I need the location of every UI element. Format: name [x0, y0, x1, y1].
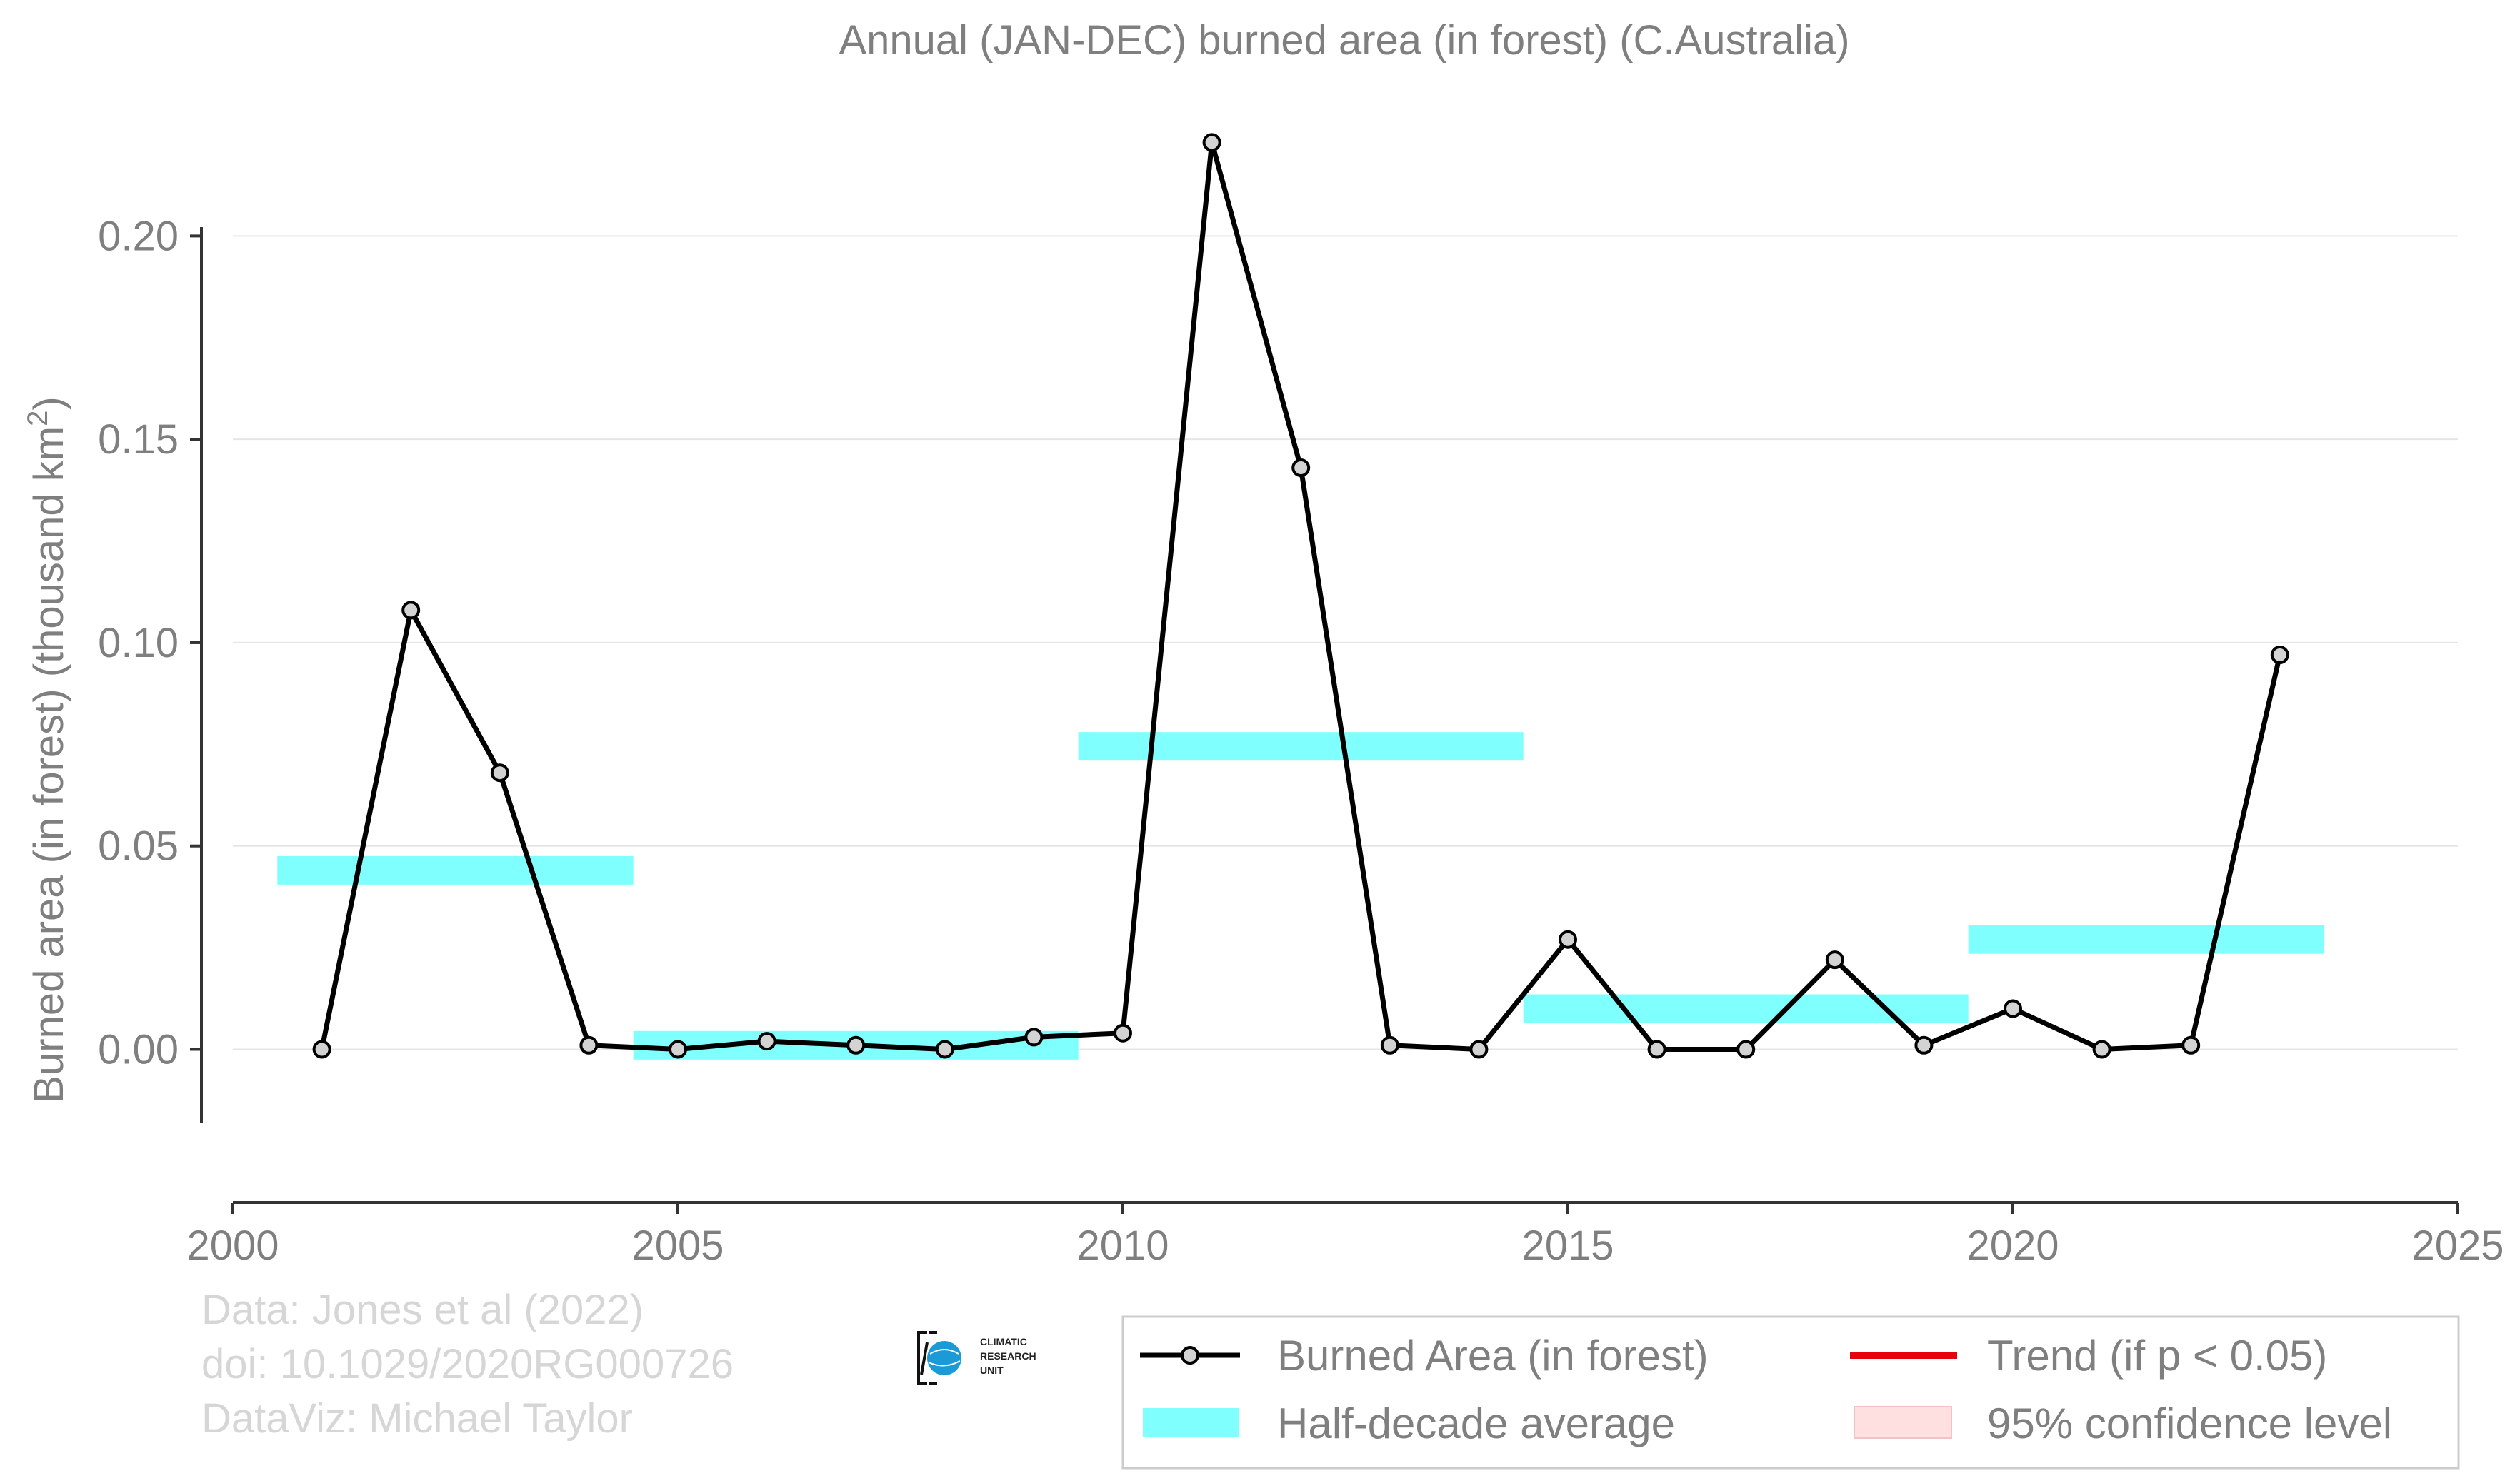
- logo-globe-lines-icon: [928, 1349, 961, 1367]
- y-axis-label-sup: 2: [22, 411, 54, 426]
- legend: Burned Area (in forest) Trend (if p < 0.…: [1121, 1315, 2460, 1470]
- x-tick-label-4: 2020: [1966, 1223, 2059, 1269]
- logo-globe-icon: [927, 1341, 961, 1375]
- data-point-2017: [1736, 1040, 1756, 1059]
- data-point-2014: [1469, 1040, 1489, 1059]
- burned-area-line: [319, 139, 2283, 1052]
- data-point-2015: [1559, 930, 1577, 949]
- data-point-2012: [1291, 458, 1311, 478]
- y-ticks: 0.00 0.05 0.10 0.15 0.20: [98, 213, 201, 1073]
- cru-logo: CLIMATIC RESEARCH UNIT: [917, 1331, 1036, 1385]
- data-point-2002: [401, 601, 421, 620]
- data-point-2003: [490, 763, 509, 783]
- data-point-2009: [1024, 1028, 1044, 1047]
- y-tick-label-3: 0.15: [98, 416, 179, 463]
- data-point-2007: [846, 1035, 866, 1055]
- data-point-2016: [1647, 1040, 1666, 1059]
- legend-burned-area-label: Burned Area (in forest): [1277, 1332, 1709, 1380]
- credit-doi: doi: 10.1029/2020RG000726: [201, 1341, 734, 1387]
- half-decade-band-3: [1523, 994, 1969, 1023]
- legend-half-decade-label: Half-decade average: [1277, 1400, 1675, 1447]
- half-decade-band-0: [277, 855, 634, 885]
- legend-burned-area-marker: [1181, 1346, 1199, 1365]
- data-point-2004: [579, 1035, 599, 1055]
- half-decade-band-4: [1968, 925, 2325, 954]
- x-tick-label-2: 2010: [1076, 1223, 1169, 1269]
- data-point-2013: [1380, 1035, 1399, 1055]
- grid-lines: [233, 235, 2458, 1050]
- data-point-2011: [1202, 133, 1221, 152]
- legend-trend-label: Trend (if p < 0.05): [1987, 1332, 2327, 1380]
- x-tick-label-5: 2025: [2411, 1223, 2504, 1269]
- credits: Data: Jones et al (2022) doi: 10.1029/20…: [201, 1287, 734, 1442]
- data-point-2022: [2181, 1035, 2201, 1055]
- data-point-2010: [1114, 1023, 1132, 1043]
- data-point-2001: [312, 1040, 331, 1059]
- logo-text-2: RESEARCH: [980, 1350, 1036, 1362]
- data-point-2005: [669, 1040, 687, 1059]
- x-tick-label-1: 2005: [631, 1223, 724, 1269]
- legend-box: [1121, 1315, 2460, 1470]
- y-tick-label-1: 0.05: [98, 823, 179, 870]
- credit-data: Data: Jones et al (2022): [201, 1287, 644, 1333]
- legend-confidence-swatch: [1854, 1406, 1952, 1439]
- logo-text-1: CLIMATIC: [980, 1336, 1027, 1347]
- y-tick-label-2: 0.10: [98, 620, 179, 666]
- x-tick-label-0: 2000: [186, 1223, 279, 1269]
- x-ticks: 2000 2005 2010 2015 2020 2025: [186, 1203, 2504, 1269]
- y-axis-label-main: Burned area (in forest) (thousand km: [26, 426, 72, 1103]
- data-point-2021: [2092, 1040, 2111, 1059]
- data-point-2018: [1825, 950, 1844, 970]
- x-tick-label-3: 2015: [1521, 1223, 1614, 1269]
- burned-area-series: [312, 133, 2289, 1059]
- data-point-2023: [2270, 646, 2289, 665]
- y-tick-label-4: 0.20: [98, 213, 179, 259]
- logo-bracket-icon: [917, 1331, 937, 1385]
- data-point-2006: [757, 1032, 776, 1051]
- logo-text-3: UNIT: [980, 1365, 1004, 1376]
- half-decade-band-2: [1078, 732, 1524, 761]
- y-axis-label: Burned area (in forest) (thousand km2): [22, 396, 72, 1103]
- chart-title: Annual (JAN-DEC) burned area (in forest)…: [839, 17, 1849, 64]
- y-tick-label-0: 0.00: [98, 1026, 179, 1073]
- data-point-2019: [1914, 1035, 1934, 1055]
- legend-half-decade-swatch: [1143, 1408, 1239, 1437]
- credit-dataviz: DataViz: Michael Taylor: [201, 1395, 633, 1442]
- data-point-2008: [935, 1040, 954, 1059]
- legend-confidence-label: 95% confidence level: [1987, 1400, 2392, 1447]
- y-axis-label-end: ): [26, 396, 72, 410]
- data-point-2020: [2004, 999, 2022, 1018]
